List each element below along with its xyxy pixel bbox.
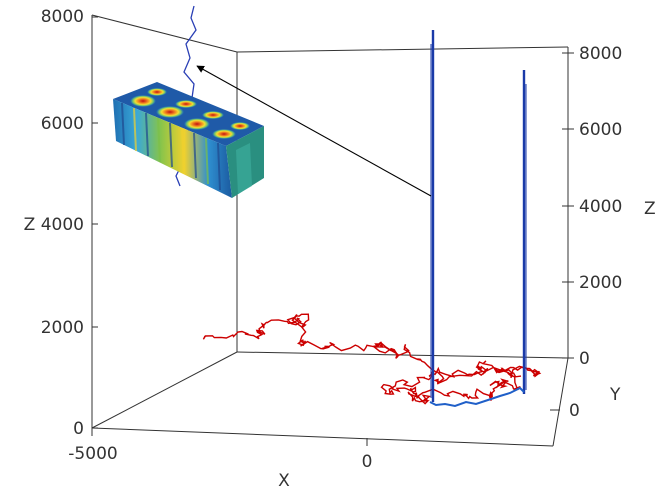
annotation-arrow: [196, 65, 432, 197]
z-tick-label: 2000: [579, 273, 622, 293]
axis-box: [91, 14, 569, 447]
z-axis-label: Z: [644, 199, 656, 219]
xy-tick-marks: [91, 409, 560, 446]
series-red-walk: [202, 313, 542, 405]
z-tick-label: 0: [579, 349, 590, 369]
z-tick-label: 6000: [41, 114, 84, 134]
right-z-tick-marks: [562, 52, 574, 359]
x-tick-label: 0: [362, 452, 373, 472]
series-blue-lines: [429, 30, 527, 408]
x-tick-label: -5000: [68, 444, 117, 464]
z-tick-label: 8000: [579, 44, 622, 64]
left-z-ticks: 8000 6000 Z 4000 2000 0: [24, 7, 84, 439]
z-tick-label: 4000: [579, 197, 622, 217]
y-tick-label: 0: [569, 401, 580, 421]
x-axis-label: X: [278, 471, 290, 491]
left-z-tick-marks: [92, 16, 98, 429]
z-tick-label: 2000: [41, 318, 84, 338]
right-z-ticks: 8000 6000 4000 2000 0: [579, 44, 622, 369]
z-tick-label: Z 4000: [24, 215, 84, 235]
y-axis-label: Y: [609, 385, 621, 405]
red-walk-line: [202, 313, 542, 405]
z-tick-label: 0: [73, 419, 84, 439]
z-tick-label: 8000: [41, 7, 84, 27]
z-tick-label: 6000: [579, 120, 622, 140]
blue-base-line: [429, 386, 525, 408]
inset-box: [113, 82, 264, 198]
inset-front-face: [113, 99, 232, 198]
